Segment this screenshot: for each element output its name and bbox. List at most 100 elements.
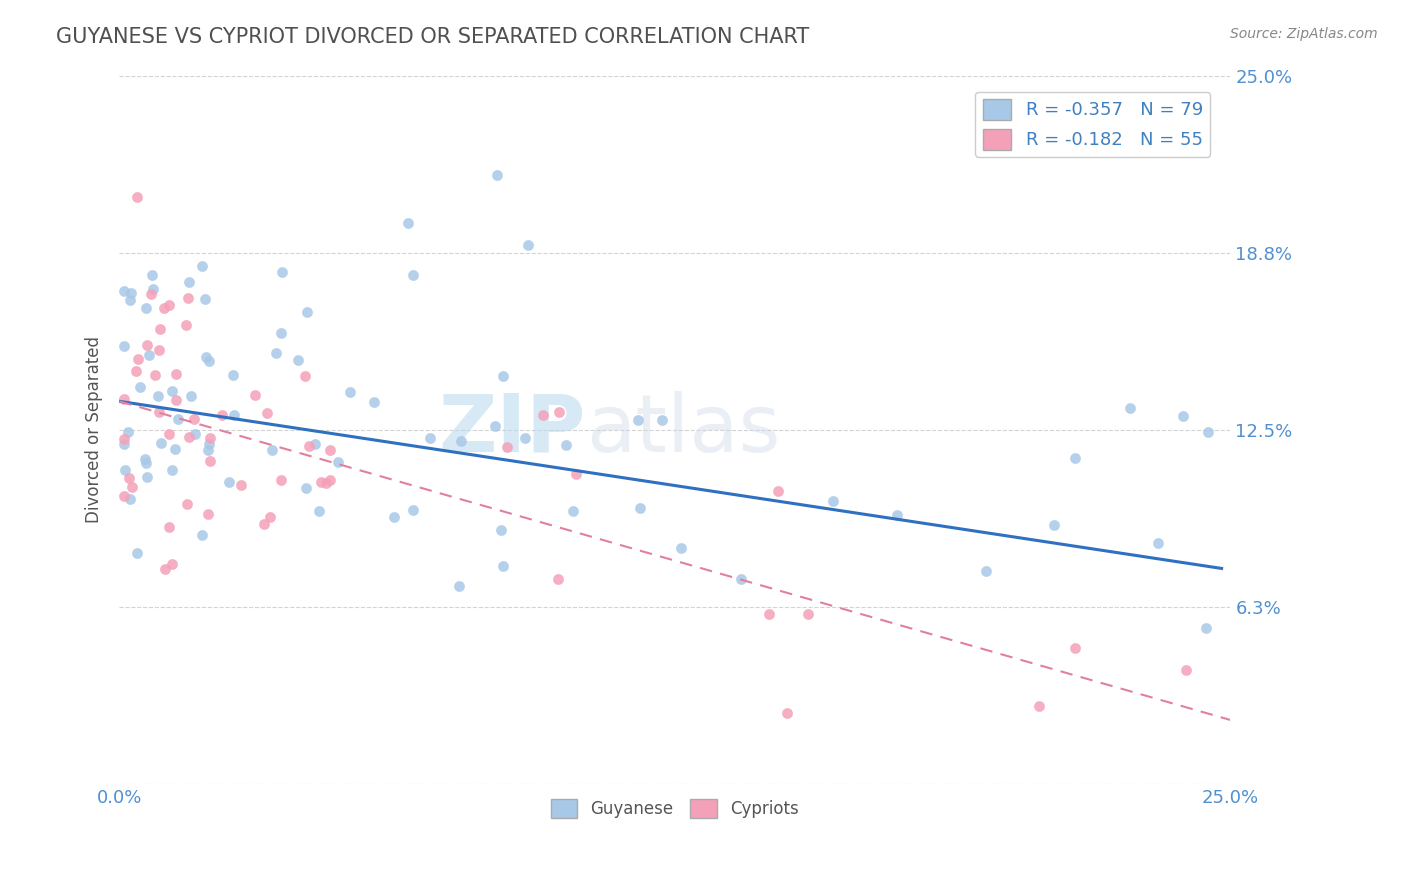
Point	[174, 318, 197, 332]
Point	[886, 508, 908, 522]
Y-axis label: Divorced or Separated: Divorced or Separated	[86, 336, 103, 523]
Point	[150, 435, 173, 450]
Point	[1042, 518, 1064, 533]
Point	[651, 413, 673, 427]
Point	[152, 301, 174, 315]
Point	[142, 282, 165, 296]
Point	[120, 492, 142, 507]
Point	[120, 293, 142, 308]
Point	[382, 510, 405, 524]
Point	[1119, 401, 1142, 415]
Text: atlas: atlas	[586, 391, 780, 468]
Point	[776, 706, 799, 720]
Point	[1064, 450, 1087, 465]
Text: GUYANESE VS CYPRIOT DIVORCED OR SEPARATED CORRELATION CHART: GUYANESE VS CYPRIOT DIVORCED OR SEPARATE…	[56, 27, 810, 46]
Point	[191, 528, 214, 542]
Point	[222, 368, 245, 382]
Point	[231, 478, 253, 492]
Point	[112, 339, 135, 353]
Point	[211, 408, 233, 422]
Point	[218, 475, 240, 489]
Point	[176, 497, 198, 511]
Point	[1173, 409, 1195, 423]
Point	[489, 523, 512, 537]
Point	[198, 353, 221, 368]
Point	[183, 412, 205, 426]
Point	[197, 437, 219, 451]
Point	[118, 470, 141, 484]
Point	[264, 345, 287, 359]
Text: Source: ZipAtlas.com: Source: ZipAtlas.com	[1230, 27, 1378, 41]
Point	[149, 322, 172, 336]
Point	[165, 442, 187, 457]
Point	[138, 348, 160, 362]
Point	[160, 384, 183, 399]
Point	[143, 368, 166, 382]
Point	[167, 411, 190, 425]
Point	[157, 520, 180, 534]
Point	[253, 516, 276, 531]
Point	[447, 579, 470, 593]
Point	[548, 405, 571, 419]
Point	[128, 380, 150, 394]
Text: ZIP: ZIP	[439, 391, 586, 468]
Point	[287, 353, 309, 368]
Point	[1064, 640, 1087, 655]
Point	[491, 369, 513, 384]
Point	[136, 470, 159, 484]
Point	[120, 285, 142, 300]
Point	[555, 438, 578, 452]
Point	[198, 454, 221, 468]
Point	[294, 481, 316, 495]
Point	[153, 562, 176, 576]
Point	[112, 432, 135, 446]
Point	[823, 494, 845, 508]
Point	[191, 259, 214, 273]
Point	[121, 480, 143, 494]
Point	[402, 502, 425, 516]
Point	[157, 427, 180, 442]
Point	[197, 507, 219, 521]
Point	[165, 367, 187, 381]
Point	[148, 343, 170, 357]
Point	[797, 607, 820, 621]
Point	[315, 475, 337, 490]
Point	[450, 434, 472, 448]
Point	[180, 389, 202, 403]
Point	[139, 287, 162, 301]
Point	[304, 437, 326, 451]
Point	[112, 284, 135, 298]
Point	[194, 292, 217, 306]
Point	[125, 546, 148, 560]
Point	[319, 473, 342, 487]
Point	[363, 395, 385, 409]
Point	[176, 291, 198, 305]
Point	[256, 406, 278, 420]
Point	[195, 350, 218, 364]
Point	[319, 442, 342, 457]
Point	[495, 441, 517, 455]
Point	[146, 389, 169, 403]
Point	[134, 451, 156, 466]
Point	[669, 541, 692, 555]
Point	[1028, 698, 1050, 713]
Point	[260, 443, 283, 458]
Point	[162, 558, 184, 572]
Point	[1175, 664, 1198, 678]
Point	[135, 301, 157, 316]
Point	[197, 442, 219, 457]
Point	[402, 268, 425, 282]
Point	[114, 463, 136, 477]
Point	[492, 559, 515, 574]
Point	[245, 388, 267, 402]
Point	[531, 408, 554, 422]
Point	[157, 298, 180, 312]
Point	[271, 265, 294, 279]
Point	[758, 607, 780, 621]
Point	[1147, 536, 1170, 550]
Point	[165, 393, 187, 408]
Point	[259, 509, 281, 524]
Point	[184, 427, 207, 442]
Point	[768, 483, 790, 498]
Point	[160, 463, 183, 477]
